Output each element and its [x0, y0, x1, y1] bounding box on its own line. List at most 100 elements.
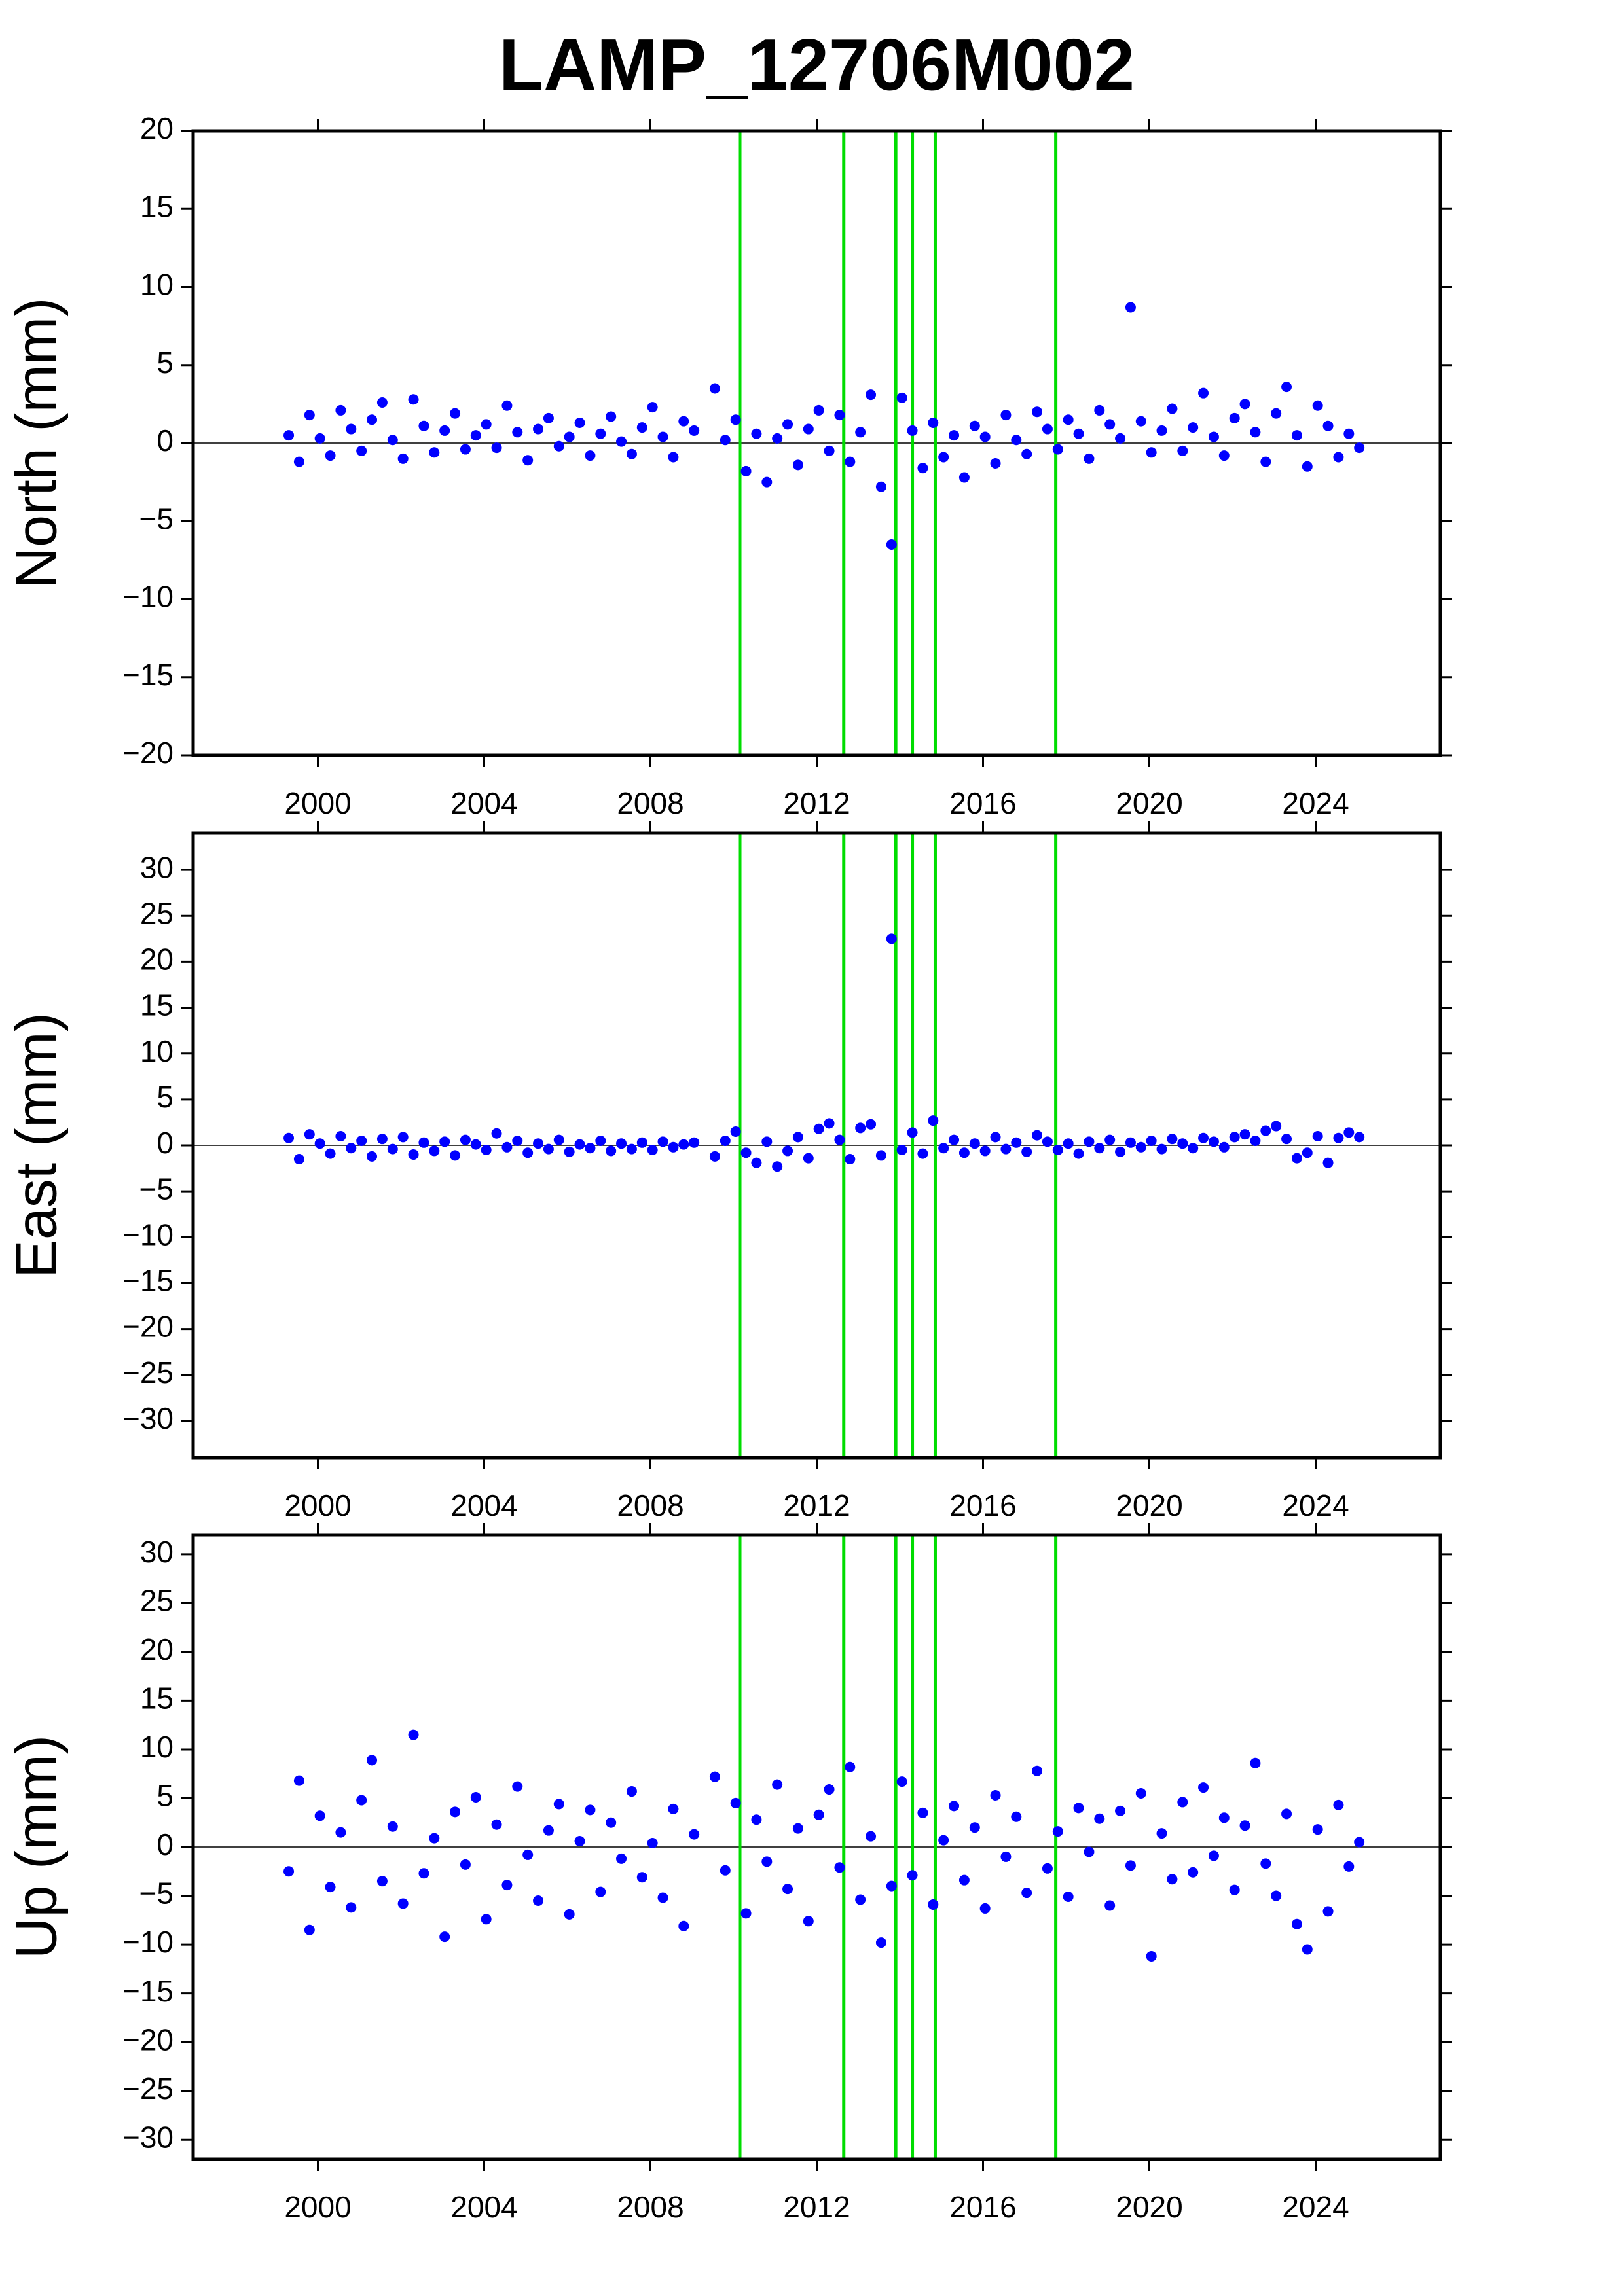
y-axis-label: North (mm)	[3, 298, 68, 589]
data-point	[792, 1132, 803, 1143]
y-tick-label: −5	[139, 1172, 173, 1206]
data-point	[834, 1862, 845, 1873]
data-point	[450, 1806, 461, 1818]
data-point	[730, 1126, 741, 1137]
data-point	[1218, 1141, 1230, 1153]
data-point	[668, 1803, 679, 1814]
data-point	[543, 1143, 554, 1155]
data-point	[979, 1903, 991, 1914]
data-point	[325, 1148, 336, 1159]
data-point	[1021, 448, 1032, 459]
y-tick-label: 5	[156, 346, 173, 380]
data-point	[408, 394, 419, 405]
data-point	[595, 1886, 606, 1897]
data-point	[293, 456, 304, 467]
data-point	[501, 1141, 513, 1153]
data-point	[564, 1909, 575, 1920]
y-tick-label: 10	[140, 268, 173, 302]
data-point	[709, 1771, 720, 1782]
data-point	[1063, 1892, 1074, 1903]
data-point	[1167, 1874, 1178, 1885]
data-point	[439, 1931, 450, 1943]
data-point	[470, 1139, 481, 1150]
data-point	[595, 428, 606, 439]
y-tick-label: −15	[122, 1974, 173, 2008]
data-point	[626, 448, 637, 459]
y-tick-label: −10	[122, 580, 173, 614]
data-point	[1063, 1138, 1074, 1149]
data-point	[886, 1880, 897, 1892]
data-point	[1125, 1137, 1136, 1148]
data-point	[1198, 387, 1209, 399]
data-point	[761, 1856, 773, 1867]
data-point	[668, 452, 679, 463]
data-point	[761, 1136, 773, 1147]
x-tick-label: 2020	[1116, 786, 1182, 820]
data-point	[626, 1143, 637, 1155]
data-point	[1094, 1143, 1105, 1154]
data-point	[1229, 1884, 1240, 1895]
data-point	[1281, 382, 1292, 393]
data-point	[845, 1154, 856, 1165]
data-point	[636, 422, 647, 433]
data-point	[418, 420, 429, 431]
x-tick-label: 2020	[1116, 2190, 1182, 2224]
data-point	[1073, 428, 1084, 439]
data-point	[1115, 433, 1126, 444]
data-point	[740, 1147, 752, 1158]
x-tick-label: 2016	[949, 786, 1016, 820]
data-point	[356, 445, 367, 456]
data-point	[928, 417, 939, 428]
data-point	[1260, 1858, 1271, 1869]
data-point	[1218, 450, 1230, 461]
data-point	[533, 423, 544, 435]
data-point	[1198, 1782, 1209, 1793]
data-point	[938, 452, 949, 463]
data-point	[1302, 1944, 1313, 1955]
data-point	[1115, 1146, 1126, 1157]
data-point	[429, 1833, 440, 1844]
data-point	[304, 1924, 315, 1935]
data-point	[387, 1821, 398, 1832]
data-point	[304, 1129, 315, 1140]
data-point	[1011, 435, 1022, 446]
data-point	[1021, 1146, 1032, 1157]
data-point	[990, 1789, 1001, 1801]
data-point	[1188, 1143, 1199, 1154]
data-point	[397, 453, 409, 464]
data-point	[1146, 1135, 1157, 1146]
data-point	[1312, 1130, 1323, 1141]
data-point	[1094, 1813, 1105, 1824]
data-point	[346, 423, 357, 435]
data-point	[1167, 1134, 1178, 1145]
data-point	[969, 420, 980, 431]
data-point	[647, 1145, 658, 1156]
data-point	[1084, 453, 1095, 464]
data-point	[1281, 1134, 1292, 1145]
data-point	[1000, 1851, 1012, 1862]
data-point	[522, 1849, 534, 1860]
data-point	[907, 1127, 918, 1138]
data-point	[969, 1822, 980, 1833]
data-point	[1208, 1136, 1219, 1147]
data-point	[1271, 1890, 1282, 1901]
data-point	[1229, 412, 1240, 423]
data-point	[543, 1825, 554, 1836]
data-point	[1042, 1136, 1053, 1147]
data-point	[1208, 431, 1219, 442]
x-tick-label: 2024	[1282, 786, 1349, 820]
data-point	[782, 1884, 793, 1895]
data-point	[376, 1134, 388, 1145]
data-point	[1167, 403, 1178, 414]
y-tick-label: −20	[122, 2022, 173, 2056]
x-tick-label: 2000	[284, 786, 351, 820]
data-point	[470, 430, 481, 441]
x-tick-label: 2020	[1116, 1488, 1182, 1522]
x-tick-label: 2004	[450, 2190, 517, 2224]
data-point	[1333, 1132, 1344, 1143]
data-point	[969, 1138, 980, 1149]
data-point	[740, 1908, 752, 1919]
data-point	[907, 1870, 918, 1881]
y-tick-label: −5	[139, 501, 173, 535]
